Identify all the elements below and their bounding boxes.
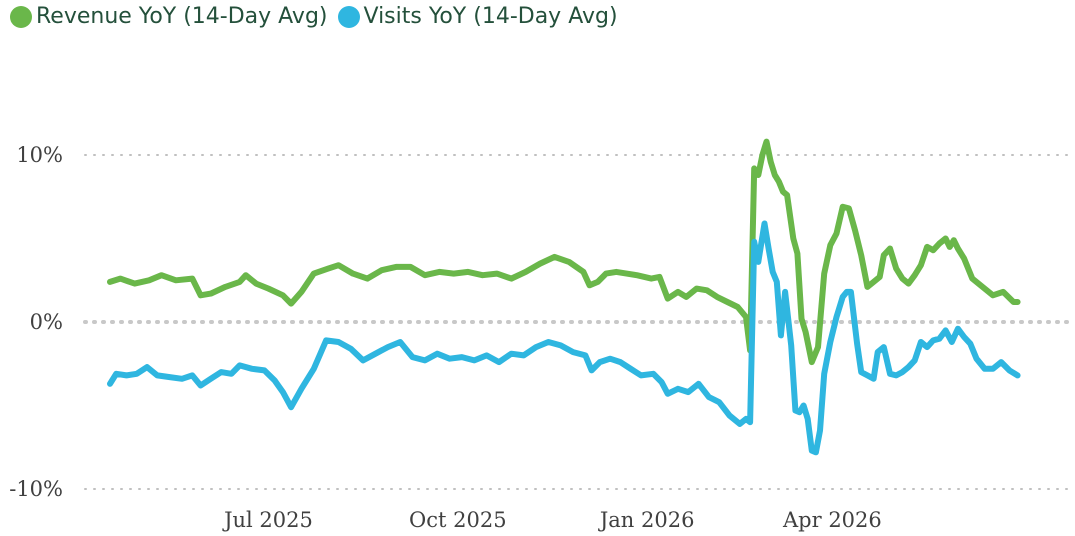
x-axis-ticks: Jul 2025 Oct 2025 Jan 2026 Apr 2026	[222, 508, 882, 532]
series-lines	[107, 138, 1021, 456]
legend-item-visits[interactable]: Visits YoY (14-Day Avg)	[337, 4, 618, 29]
y-tick-label-2: -10%	[9, 477, 63, 501]
legend-swatch-revenue	[10, 5, 32, 28]
y-tick-label-1: 0%	[30, 310, 63, 334]
series-line-1[interactable]	[107, 220, 1021, 456]
legend-label-visits: Visits YoY (14-Day Avg)	[363, 4, 618, 29]
series-line-0[interactable]	[107, 138, 1021, 366]
chart-legend: Revenue YoY (14-Day Avg) Visits YoY (14-…	[10, 4, 618, 29]
gridlines	[83, 154, 1072, 490]
legend-swatch-visits	[337, 5, 360, 28]
legend-label-revenue: Revenue YoY (14-Day Avg)	[36, 4, 328, 29]
x-tick-label-0: Jul 2025	[222, 508, 313, 532]
x-tick-label-3: Apr 2026	[782, 508, 882, 532]
x-tick-label-2: Jan 2026	[598, 508, 695, 532]
y-tick-label-0: 10%	[16, 143, 63, 167]
legend-item-revenue[interactable]: Revenue YoY (14-Day Avg)	[10, 4, 328, 29]
y-axis-ticks: 10% 0% -10%	[9, 143, 63, 501]
x-tick-label-1: Oct 2025	[409, 508, 507, 532]
